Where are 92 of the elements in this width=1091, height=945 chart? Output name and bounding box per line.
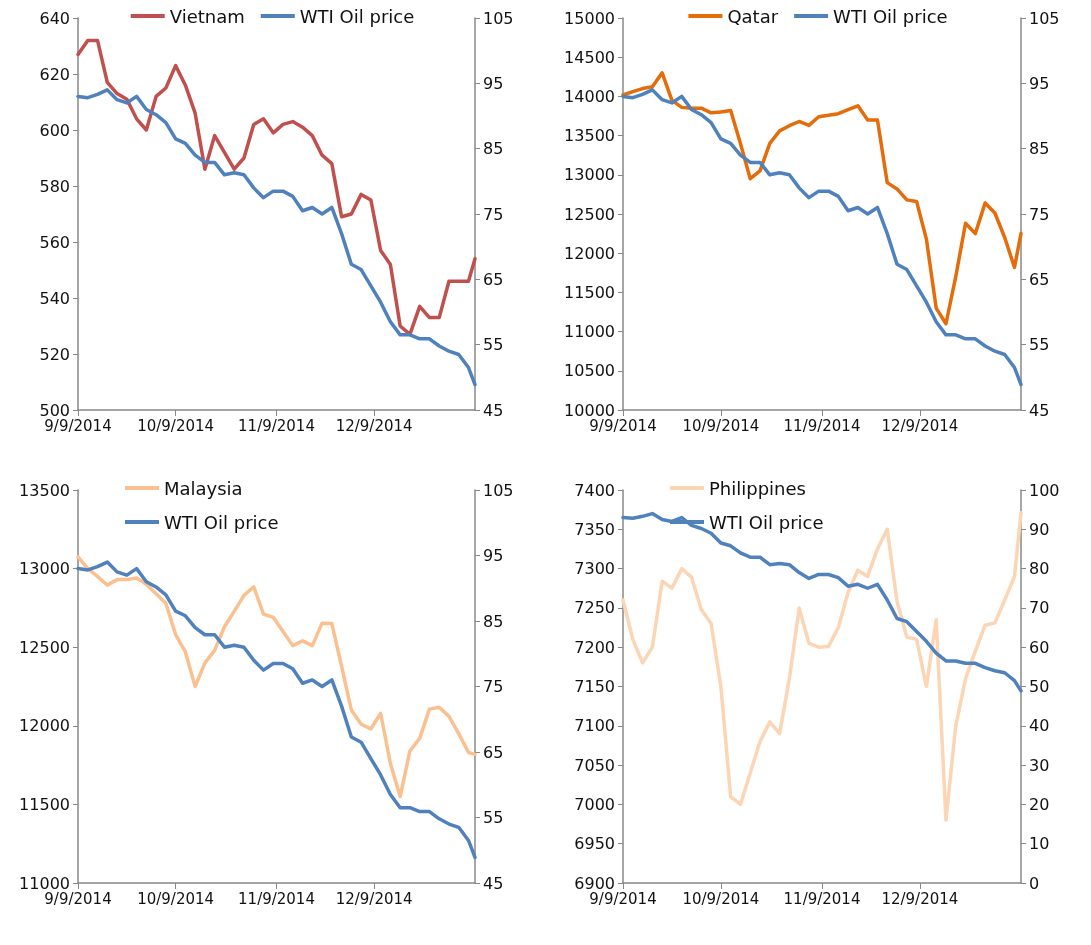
y-tick-label: 12000 xyxy=(564,243,615,263)
y-tick-label: 13500 xyxy=(19,480,70,500)
y-tick-label: 14500 xyxy=(564,47,615,67)
y2-tick-label: 95 xyxy=(483,546,504,565)
y-tick-label: 580 xyxy=(39,176,70,196)
y-tick-label: 7150 xyxy=(574,677,615,696)
y2-tick-label: 95 xyxy=(1029,73,1050,93)
legend-label: WTI Oil price xyxy=(299,5,415,27)
y-tick-label: 540 xyxy=(39,288,70,308)
y2-tick-label: 30 xyxy=(1029,755,1050,775)
y2-tick-label: 75 xyxy=(1029,204,1050,224)
y-tick-label: 560 xyxy=(39,232,70,252)
y2-tick-label: 45 xyxy=(483,873,504,893)
y2-tick-label: 55 xyxy=(483,335,504,355)
y-tick-label: 13000 xyxy=(564,165,615,185)
y-tick-label: 640 xyxy=(39,8,70,28)
y2-tick-label: 45 xyxy=(483,400,504,420)
y2-tick-label: 55 xyxy=(1029,335,1050,355)
x-tick-label: 11/9/2014 xyxy=(238,889,315,908)
legend-label: WTI Oil price xyxy=(833,5,948,27)
legend-label: Philippines xyxy=(709,477,806,499)
y-tick-label: 7100 xyxy=(574,716,615,736)
y-tick-label: 11500 xyxy=(19,794,70,814)
y2-tick-label: 85 xyxy=(483,139,504,159)
y-tick-label: 11000 xyxy=(564,322,615,342)
y2-tick-label: 100 xyxy=(1029,480,1060,500)
y-tick-label: 7200 xyxy=(574,637,615,657)
y2-tick-label: 105 xyxy=(483,8,514,28)
y-tick-label: 13000 xyxy=(19,559,70,579)
y2-tick-label: 45 xyxy=(1029,400,1050,420)
y-tick-label: 12500 xyxy=(19,637,70,657)
y2-tick-label: 95 xyxy=(483,73,504,93)
x-tick-label: 12/9/2014 xyxy=(335,416,413,435)
y-tick-label: 7350 xyxy=(574,519,615,539)
x-tick-label: 11/9/2014 xyxy=(238,416,315,435)
line-series xyxy=(621,511,1023,822)
y2-tick-label: 85 xyxy=(483,611,504,631)
y-tick-label: 520 xyxy=(39,344,70,364)
x-tick-label: 11/9/2014 xyxy=(783,416,861,435)
y2-tick-label: 70 xyxy=(1029,598,1050,618)
y-tick-label: 12000 xyxy=(19,716,70,736)
legend-label: Vietnam xyxy=(169,5,245,27)
y-tick-label: 11500 xyxy=(564,282,615,302)
x-tick-label: 12/9/2014 xyxy=(335,889,413,908)
y2-tick-label: 10 xyxy=(1029,834,1050,854)
x-tick-label: 11/9/2014 xyxy=(783,889,861,908)
y2-tick-label: 60 xyxy=(1029,637,1050,657)
x-tick-label: 10/9/2014 xyxy=(137,889,215,908)
y2-tick-label: 65 xyxy=(483,269,504,289)
line-series xyxy=(76,38,477,337)
y2-tick-label: 75 xyxy=(483,204,504,224)
y2-tick-label: 65 xyxy=(483,742,504,762)
line-series xyxy=(76,560,477,860)
y2-tick-label: 105 xyxy=(1029,8,1060,28)
x-tick-label: 12/9/2014 xyxy=(881,416,959,435)
y2-tick-label: 75 xyxy=(483,677,504,696)
y-tick-label: 7400 xyxy=(574,480,615,500)
y-tick-label: 10500 xyxy=(564,361,615,381)
line-series xyxy=(76,88,477,387)
y-tick-label: 7250 xyxy=(574,598,615,618)
y-tick-label: 14000 xyxy=(564,86,615,106)
y2-tick-label: 85 xyxy=(1029,139,1050,159)
y-tick-label: 620 xyxy=(39,64,70,84)
y-tick-label: 6950 xyxy=(574,834,615,854)
y2-tick-label: 80 xyxy=(1029,559,1050,579)
y-tick-label: 13500 xyxy=(564,126,615,146)
legend-label: WTI Oil price xyxy=(709,511,824,533)
y2-tick-label: 55 xyxy=(483,808,504,827)
y2-tick-label: 65 xyxy=(1029,269,1050,289)
y2-tick-label: 105 xyxy=(483,480,514,500)
y-tick-label: 7000 xyxy=(574,794,615,814)
y2-tick-label: 20 xyxy=(1029,794,1050,814)
x-tick-label: 10/9/2014 xyxy=(682,416,760,435)
y2-tick-label: 0 xyxy=(1029,873,1040,893)
legend-label: Malaysia xyxy=(164,477,243,499)
y-tick-label: 15000 xyxy=(564,8,615,28)
x-tick-label: 12/9/2014 xyxy=(881,889,959,908)
line-series xyxy=(76,555,477,799)
y2-tick-label: 40 xyxy=(1029,716,1050,736)
x-tick-label: 10/9/2014 xyxy=(682,889,760,908)
x-tick-label: 10/9/2014 xyxy=(137,416,215,435)
line-series xyxy=(621,511,1023,693)
y-tick-label: 7050 xyxy=(574,755,615,775)
y-tick-label: 12500 xyxy=(564,204,615,224)
line-series xyxy=(621,71,1023,326)
y-tick-label: 7300 xyxy=(574,559,615,579)
legend-label: Qatar xyxy=(727,5,779,27)
legend-label: WTI Oil price xyxy=(164,511,279,533)
y2-tick-label: 50 xyxy=(1029,677,1050,696)
y2-tick-label: 90 xyxy=(1029,519,1050,539)
y-tick-label: 600 xyxy=(39,120,70,140)
line-series xyxy=(621,88,1023,387)
